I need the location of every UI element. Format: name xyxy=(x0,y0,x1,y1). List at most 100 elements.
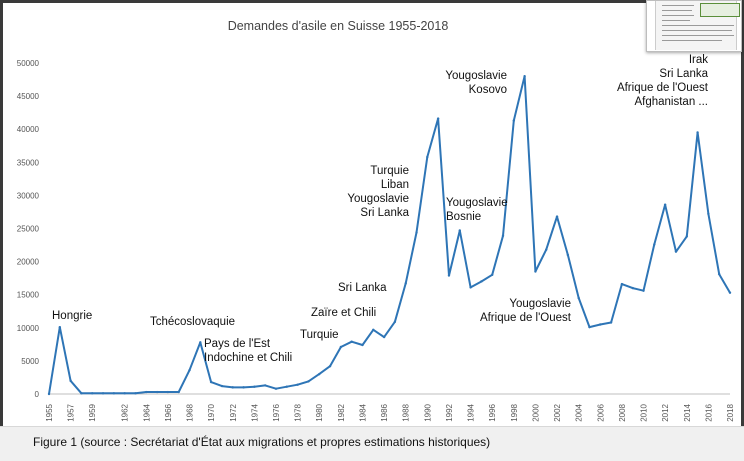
data-point xyxy=(620,282,624,286)
annotation-1999: Yougoslavie Kosovo xyxy=(445,70,507,96)
annotation-1968: Tchécoslovaquie xyxy=(150,316,235,328)
annotation-label: Turquie xyxy=(370,165,409,177)
thumbnail-text-line xyxy=(662,40,722,41)
annotation-label: Pays de l'Est xyxy=(204,338,271,350)
y-tick-label: 0 xyxy=(35,390,40,399)
document-thumbnail[interactable] xyxy=(646,0,742,52)
data-point xyxy=(458,229,461,232)
data-point xyxy=(674,250,678,253)
data-point xyxy=(566,253,570,257)
data-point xyxy=(415,231,418,234)
data-point xyxy=(80,392,83,395)
line-chart: 0 5000 10000 15000 20000 25000 30000 35000 40000… xyxy=(17,19,735,422)
series-line xyxy=(48,75,731,395)
data-point xyxy=(91,392,94,395)
data-point xyxy=(469,286,472,289)
data-point xyxy=(545,248,548,251)
data-point xyxy=(274,387,278,390)
data-point xyxy=(599,323,602,326)
data-point xyxy=(436,117,440,120)
x-tick-label: 1955 xyxy=(45,403,54,421)
annotation-1987: Sri Lanka xyxy=(338,282,387,294)
y-tick-label: 5000 xyxy=(21,357,39,366)
data-point xyxy=(47,392,51,396)
annotation-label: Yougoslavie xyxy=(347,193,409,205)
data-point xyxy=(426,155,429,159)
x-tick-label: 1988 xyxy=(402,403,411,421)
data-point xyxy=(382,335,386,339)
annotation-1970: Pays de l'Est Indochine et Chili xyxy=(204,338,292,364)
data-point xyxy=(404,282,407,285)
x-tick-label: 1982 xyxy=(337,403,346,421)
annotation-1985: Zaïre et Chili xyxy=(311,307,376,319)
data-point xyxy=(69,379,72,382)
y-tick-label: 25000 xyxy=(17,225,40,234)
annotation-label: Yougoslavie xyxy=(446,197,508,209)
data-point xyxy=(155,390,159,394)
data-point xyxy=(199,341,202,344)
data-point xyxy=(263,384,267,387)
x-tick-label: 1966 xyxy=(164,403,173,421)
data-point xyxy=(663,203,667,206)
data-point xyxy=(588,325,591,329)
data-point xyxy=(350,340,353,343)
data-point xyxy=(101,392,105,395)
x-tick-label: 2014 xyxy=(683,403,692,421)
data-point xyxy=(555,215,559,218)
data-point xyxy=(209,380,213,384)
x-tick-label: 1962 xyxy=(121,403,130,421)
y-tick-label: 15000 xyxy=(17,291,40,300)
annotation-label: Sri Lanka xyxy=(338,282,387,294)
series-group xyxy=(47,75,732,396)
annotation-label: Yougoslavie xyxy=(445,70,507,82)
y-tick-label: 30000 xyxy=(17,191,40,200)
annotation-1989: Turquie Liban Yougoslavie Sri Lanka xyxy=(347,165,409,219)
annotation-label: Kosovo xyxy=(469,84,507,96)
annotation-label: Tchécoslovaquie xyxy=(150,316,235,328)
data-point xyxy=(577,296,580,300)
chart-title: Demandes d'asile en Suisse 1955-2018 xyxy=(228,19,449,33)
x-tick-label: 2010 xyxy=(640,403,649,421)
data-point xyxy=(253,385,256,388)
annotation-label: Sri Lanka xyxy=(659,68,708,80)
data-point xyxy=(339,345,343,349)
x-tick-label: 2008 xyxy=(618,403,627,421)
y-tick-label: 20000 xyxy=(17,258,40,267)
data-point xyxy=(717,272,721,276)
data-point xyxy=(231,386,234,389)
data-point xyxy=(296,383,299,386)
x-tick-label: 1972 xyxy=(229,403,238,421)
data-point xyxy=(188,368,191,372)
data-point xyxy=(285,385,289,388)
data-point xyxy=(166,390,170,394)
annotation-label: Liban xyxy=(381,179,409,191)
y-tick-label: 40000 xyxy=(17,125,40,134)
annotation-1982: Turquie xyxy=(300,329,339,341)
data-point xyxy=(123,392,126,395)
x-tick-label: 2018 xyxy=(726,403,735,421)
x-tick-label: 2016 xyxy=(704,403,713,421)
data-point xyxy=(501,234,505,237)
annotation-1993: Yougoslavie Bosnie xyxy=(446,197,508,223)
data-point xyxy=(523,75,526,78)
annotation-label: Hongrie xyxy=(52,310,92,322)
annotation-label: Indochine et Chili xyxy=(204,352,292,364)
annotation-label: Yougoslavie xyxy=(509,298,571,310)
y-tick-label: 50000 xyxy=(17,59,40,68)
y-tick-label: 45000 xyxy=(17,92,40,101)
data-point xyxy=(220,384,224,388)
x-tick-label: 1990 xyxy=(423,403,432,421)
data-point xyxy=(609,321,613,324)
x-tick-label: 2012 xyxy=(661,403,670,421)
thumbnail-text-line xyxy=(662,10,692,11)
data-point xyxy=(512,119,516,122)
x-tick-label: 1994 xyxy=(467,403,476,421)
x-tick-label: 2000 xyxy=(531,403,540,421)
data-point xyxy=(393,320,397,324)
annotation-label: Afrique de l'Ouest xyxy=(617,82,709,94)
thumbnail-highlight xyxy=(700,3,740,17)
data-point xyxy=(653,243,656,246)
x-tick-label: 1970 xyxy=(207,403,216,421)
x-tick-label: 1980 xyxy=(315,403,324,421)
